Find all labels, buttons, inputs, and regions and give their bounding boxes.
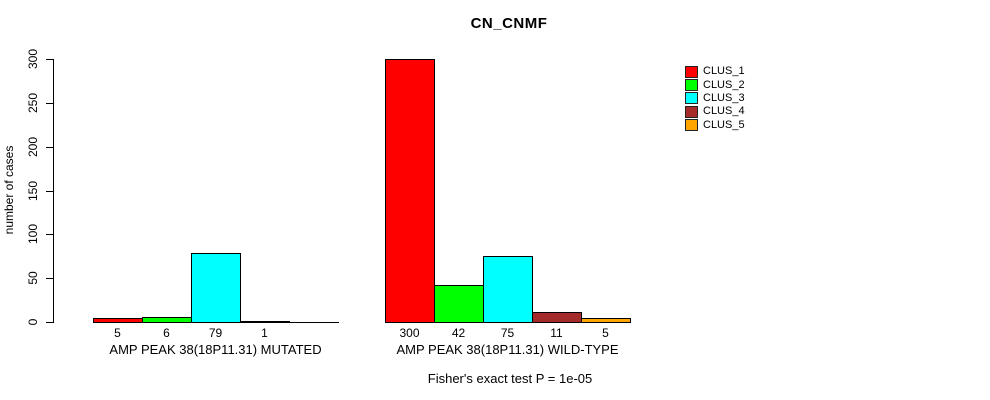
bar-clus_4 xyxy=(240,321,290,323)
bar-value-label: 6 xyxy=(163,326,170,340)
legend-label: CLUS_2 xyxy=(703,78,745,91)
fisher-test-annotation: Fisher's exact test P = 1e-05 xyxy=(427,371,593,386)
y-axis-title: number of cases xyxy=(2,145,16,235)
bar-value-label: 79 xyxy=(208,326,223,340)
y-axis-tick xyxy=(46,103,53,104)
bar-clus_2 xyxy=(142,317,192,323)
legend-swatch-icon xyxy=(685,92,698,105)
bar-value-label: 5 xyxy=(602,326,609,340)
bar-value-label: 42 xyxy=(451,326,466,340)
bar-clus_3 xyxy=(191,253,241,323)
group-label: AMP PEAK 38(18P11.31) WILD-TYPE xyxy=(396,342,619,357)
legend-row: CLUS_2 xyxy=(685,78,745,92)
y-axis-tick-label: 200 xyxy=(26,136,40,158)
group-label: AMP PEAK 38(18P11.31) MUTATED xyxy=(109,342,322,357)
legend: CLUS_1 CLUS_2 CLUS_3 CLUS_4 CLUS_5 xyxy=(685,65,745,132)
chart-title: CN_CNMF xyxy=(470,15,548,32)
legend-label: CLUS_5 xyxy=(703,118,745,131)
bar-value-label: 5 xyxy=(114,326,121,340)
y-axis-tick xyxy=(46,147,53,148)
legend-label: CLUS_3 xyxy=(703,91,745,104)
y-axis-tick-label: 50 xyxy=(26,271,40,285)
y-axis-tick xyxy=(46,278,53,279)
legend-label: CLUS_1 xyxy=(703,65,745,78)
bar-clus_1 xyxy=(385,59,435,323)
bar-clus_2 xyxy=(434,285,484,323)
y-axis-tick xyxy=(46,234,53,235)
y-axis-tick xyxy=(46,59,53,60)
bar-value-label: 11 xyxy=(550,326,563,340)
y-axis-tick xyxy=(46,322,53,323)
legend-row: CLUS_5 xyxy=(685,119,745,132)
bar-clus_4 xyxy=(532,312,582,323)
bar-value-label: 1 xyxy=(261,326,268,340)
y-axis-tick-label: 300 xyxy=(26,48,40,70)
bar-clus_5 xyxy=(581,318,631,323)
y-axis-line xyxy=(53,59,54,323)
y-axis-tick-label: 250 xyxy=(26,92,40,114)
legend-label: CLUS_4 xyxy=(703,105,745,118)
y-axis-tick-label: 150 xyxy=(26,180,40,202)
bar-value-label: 75 xyxy=(500,326,515,340)
legend-swatch-icon xyxy=(685,105,698,118)
y-axis-tick-label: 0 xyxy=(26,318,40,326)
bar-value-label: 300 xyxy=(399,326,420,340)
bar-clus_3 xyxy=(483,256,533,323)
y-axis-tick xyxy=(46,191,53,192)
legend-swatch-icon xyxy=(685,119,698,132)
legend-swatch-icon xyxy=(685,79,698,92)
y-axis-tick-label: 100 xyxy=(26,223,40,245)
legend-row: CLUS_4 xyxy=(685,105,745,118)
legend-row: CLUS_1 xyxy=(685,65,745,78)
legend-row: CLUS_3 xyxy=(685,92,745,105)
legend-swatch-icon xyxy=(685,65,698,78)
bar-clus_1 xyxy=(93,318,143,323)
